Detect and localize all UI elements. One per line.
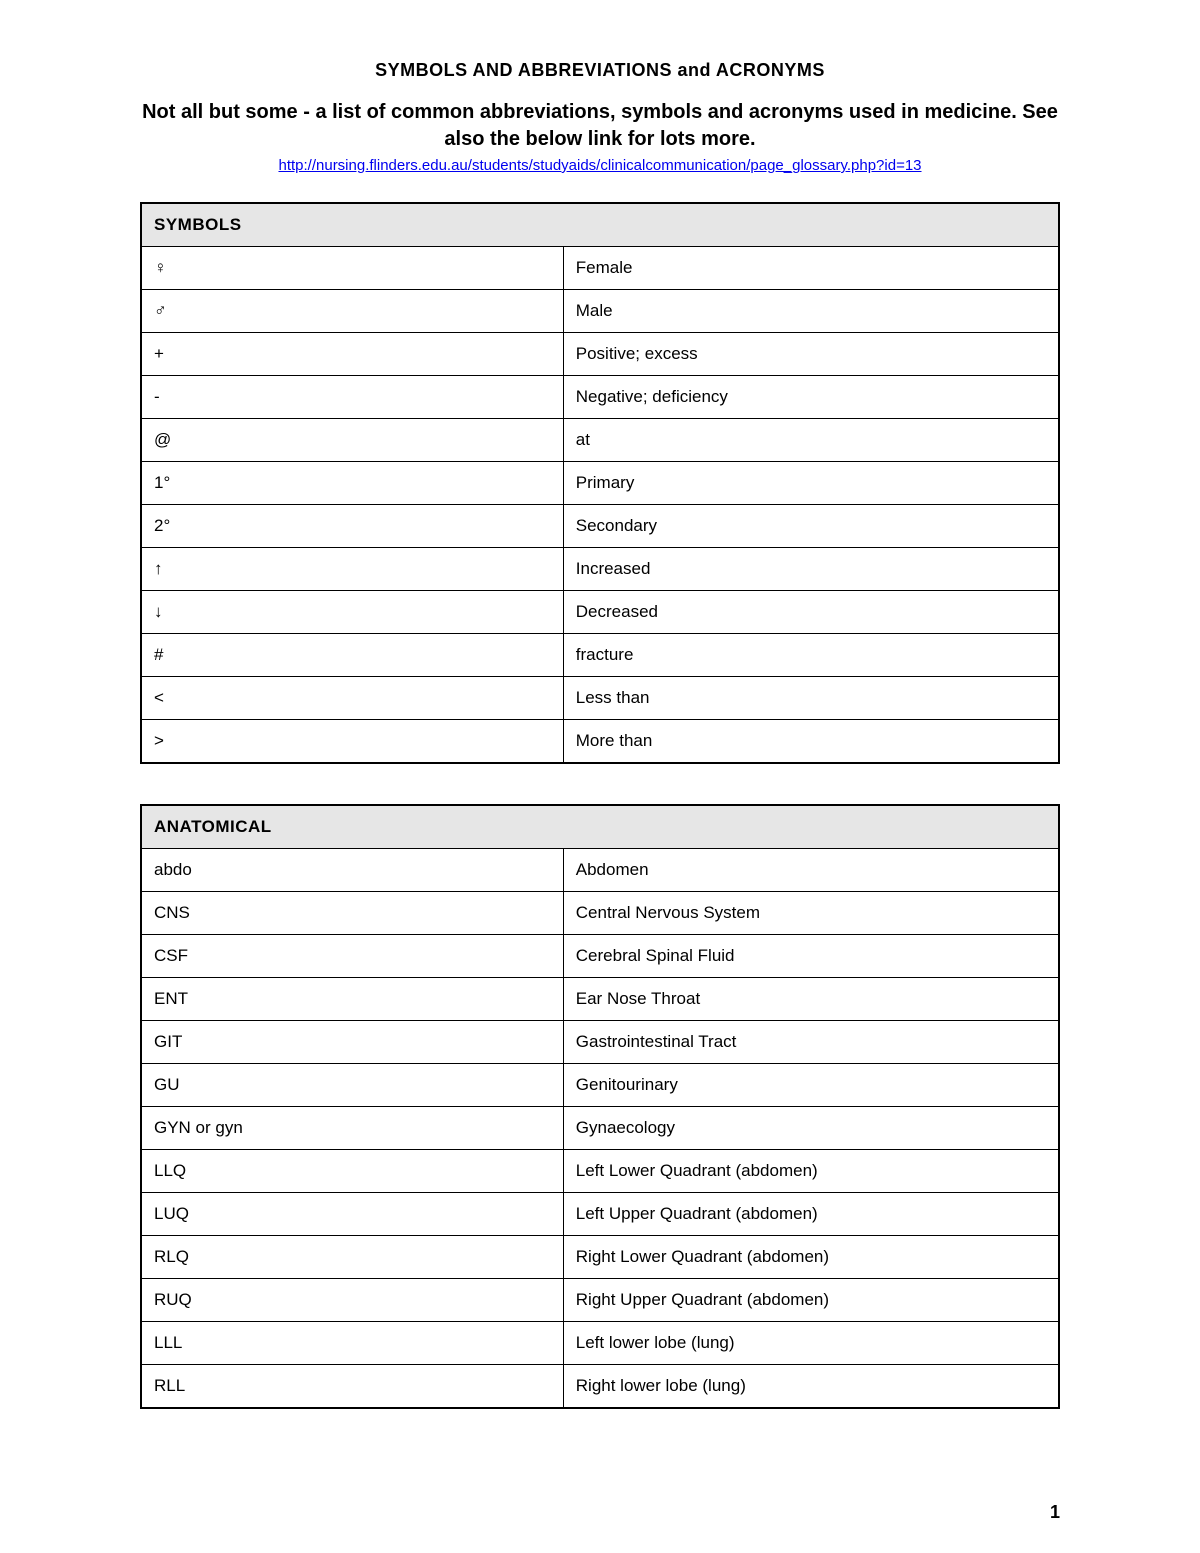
symbol-cell: CNS [141,892,563,935]
definition-cell: Left Lower Quadrant (abdomen) [563,1150,1059,1193]
definition-cell: Right Upper Quadrant (abdomen) [563,1279,1059,1322]
definition-cell: Central Nervous System [563,892,1059,935]
table-row: @at [141,419,1059,462]
page-title: SYMBOLS AND ABBREVIATIONS and ACRONYMS [140,60,1060,81]
table-row: #fracture [141,634,1059,677]
table-row: ENTEar Nose Throat [141,978,1059,1021]
definition-cell: Gynaecology [563,1107,1059,1150]
symbols-table: SYMBOLS ♀Female ♂Male +Positive; excess … [140,202,1060,764]
table-row: ♀Female [141,247,1059,290]
reference-link[interactable]: http://nursing.flinders.edu.au/students/… [140,157,1060,174]
definition-cell: Female [563,247,1059,290]
page-number: 1 [1050,1502,1060,1523]
definition-cell: fracture [563,634,1059,677]
definition-cell: Male [563,290,1059,333]
definition-cell: Negative; deficiency [563,376,1059,419]
table-row: abdoAbdomen [141,849,1059,892]
symbol-cell: LUQ [141,1193,563,1236]
symbol-cell: GYN or gyn [141,1107,563,1150]
definition-cell: Secondary [563,505,1059,548]
table-row: LUQLeft Upper Quadrant (abdomen) [141,1193,1059,1236]
definition-cell: Less than [563,677,1059,720]
symbol-cell: ENT [141,978,563,1021]
table-row: CSFCerebral Spinal Fluid [141,935,1059,978]
symbol-cell: LLL [141,1322,563,1365]
definition-cell: More than [563,720,1059,764]
symbol-cell: > [141,720,563,764]
document-page: SYMBOLS AND ABBREVIATIONS and ACRONYMS N… [0,0,1200,1553]
table-row: -Negative; deficiency [141,376,1059,419]
symbol-cell: @ [141,419,563,462]
table-header: SYMBOLS [141,203,1059,247]
definition-cell: Genitourinary [563,1064,1059,1107]
symbols-tbody: ♀Female ♂Male +Positive; excess -Negativ… [141,247,1059,764]
symbol-cell: LLQ [141,1150,563,1193]
table-row: RLQRight Lower Quadrant (abdomen) [141,1236,1059,1279]
symbol-cell: ♂ [141,290,563,333]
symbol-cell: RLL [141,1365,563,1409]
anatomical-tbody: abdoAbdomen CNSCentral Nervous System CS… [141,849,1059,1409]
definition-cell: Ear Nose Throat [563,978,1059,1021]
table-row: RLLRight lower lobe (lung) [141,1365,1059,1409]
definition-cell: Primary [563,462,1059,505]
definition-cell: Increased [563,548,1059,591]
definition-cell: Decreased [563,591,1059,634]
definition-cell: Left lower lobe (lung) [563,1322,1059,1365]
symbol-cell: abdo [141,849,563,892]
table-header: ANATOMICAL [141,805,1059,849]
symbol-cell: RLQ [141,1236,563,1279]
table-row: GUGenitourinary [141,1064,1059,1107]
definition-cell: Positive; excess [563,333,1059,376]
symbol-cell: GIT [141,1021,563,1064]
definition-cell: Right Lower Quadrant (abdomen) [563,1236,1059,1279]
table-row: CNSCentral Nervous System [141,892,1059,935]
symbol-cell: 1° [141,462,563,505]
table-row: LLQLeft Lower Quadrant (abdomen) [141,1150,1059,1193]
page-subtitle: Not all but some - a list of common abbr… [140,99,1060,153]
table-row: GYN or gynGynaecology [141,1107,1059,1150]
table-row: <Less than [141,677,1059,720]
table-row: >More than [141,720,1059,764]
table-row: 2°Secondary [141,505,1059,548]
symbol-cell: - [141,376,563,419]
symbol-cell: GU [141,1064,563,1107]
symbol-cell: RUQ [141,1279,563,1322]
table-row: ↑Increased [141,548,1059,591]
definition-cell: Gastrointestinal Tract [563,1021,1059,1064]
table-row: ↓Decreased [141,591,1059,634]
symbol-cell: ↓ [141,591,563,634]
symbol-cell: 2° [141,505,563,548]
table-row: +Positive; excess [141,333,1059,376]
symbol-cell: ♀ [141,247,563,290]
symbol-cell: ↑ [141,548,563,591]
table-row: ♂Male [141,290,1059,333]
symbol-cell: + [141,333,563,376]
table-row: LLLLeft lower lobe (lung) [141,1322,1059,1365]
symbol-cell: # [141,634,563,677]
table-row: 1°Primary [141,462,1059,505]
definition-cell: Cerebral Spinal Fluid [563,935,1059,978]
definition-cell: at [563,419,1059,462]
symbol-cell: < [141,677,563,720]
definition-cell: Left Upper Quadrant (abdomen) [563,1193,1059,1236]
definition-cell: Abdomen [563,849,1059,892]
symbol-cell: CSF [141,935,563,978]
definition-cell: Right lower lobe (lung) [563,1365,1059,1409]
anatomical-table: ANATOMICAL abdoAbdomen CNSCentral Nervou… [140,804,1060,1409]
table-row: RUQRight Upper Quadrant (abdomen) [141,1279,1059,1322]
table-row: GITGastrointestinal Tract [141,1021,1059,1064]
